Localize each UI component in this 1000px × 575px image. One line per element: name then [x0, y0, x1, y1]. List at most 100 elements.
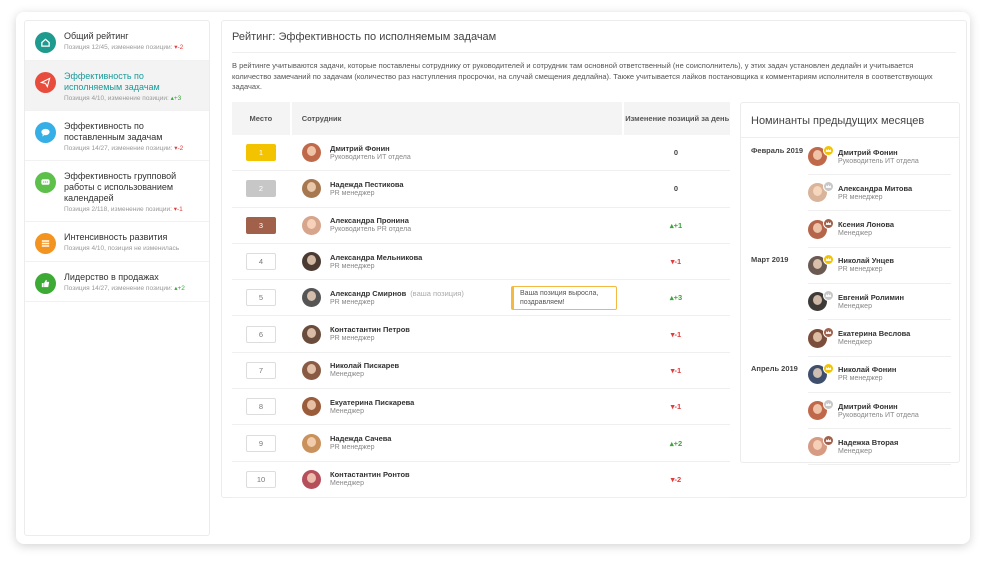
sidebar-item-text: Лидерство в продажах Позиция 14/27, измен… — [64, 272, 201, 293]
nominee-person: Николай Унцев PR менеджер — [808, 248, 951, 284]
sidebar-item[interactable]: Эффективность по поставленным задачам Поз… — [25, 111, 209, 161]
sidebar-item[interactable]: Эффективность групповой работы с использ… — [25, 161, 209, 222]
position-up-tooltip: Ваша позиция выросла, поздравляем! — [511, 286, 617, 311]
place-cell: 3 — [232, 216, 290, 234]
change-cell: ▾-2 — [622, 475, 730, 484]
place-cell: 7 — [232, 361, 290, 379]
nominee-row[interactable]: Март 2019 Николай Унцев PR менеджер — [751, 248, 951, 284]
avatar[interactable] — [808, 217, 834, 239]
avatar[interactable] — [808, 253, 834, 275]
employee-cell: Надежда Сачева PR менеджер — [290, 433, 622, 453]
nominee-name[interactable]: Николай Унцев — [838, 256, 895, 266]
avatar[interactable] — [808, 362, 834, 384]
nominee-name[interactable]: Евгений Ролимин — [838, 292, 905, 302]
avatar[interactable] — [302, 469, 321, 489]
table-row[interactable]: 2 Надежда Пестикова PR менеджер 0 — [232, 171, 730, 208]
nominee-person: Дмитрий Фонин Руководитель ИТ отдела — [808, 139, 951, 175]
employee-name-text[interactable]: Дмитрий Фонин — [330, 143, 390, 153]
table-row[interactable]: 7 Николай Пискарев Менеджер ▾-1 — [232, 353, 730, 390]
avatar[interactable] — [302, 252, 321, 272]
table-row[interactable]: 3 Александра Пронина Руководитель PR отдел… — [232, 208, 730, 244]
ranking-table: Место Сотрудник Изменение позиций за ден… — [232, 102, 730, 498]
sidebar-item-label: Эффективность групповой работы с использ… — [64, 171, 177, 203]
employee-name[interactable]: Контастантин Ронтов — [330, 470, 410, 479]
sidebar-item[interactable]: Общий рейтинг Позиция 12/45, изменение по… — [25, 21, 209, 61]
employee-name[interactable]: Александр Смирнов (ваша позиция) — [330, 289, 464, 298]
avatar[interactable] — [302, 360, 321, 380]
divider — [741, 137, 959, 138]
avatar[interactable] — [302, 288, 321, 308]
employee-name[interactable]: Александра Мельникова — [330, 253, 422, 262]
employee-name[interactable]: Екуатерина Пискарева — [330, 398, 414, 407]
avatar[interactable] — [808, 435, 834, 457]
nominee-name[interactable]: Ксения Лонова — [838, 220, 895, 230]
avatar[interactable] — [808, 326, 834, 348]
place-badge: 5 — [246, 289, 276, 307]
nominee-row[interactable]: Екатерина Веслова Менеджер — [751, 321, 951, 357]
table-row[interactable]: 1 Дмитрий Фонин Руководитель ИТ отдела 0 — [232, 135, 730, 172]
employee-name-text[interactable]: Александр Смирнов — [330, 288, 407, 298]
table-row[interactable]: 10 Контастантин Ронтов Менеджер ▾-2 — [232, 462, 730, 498]
table-row[interactable]: 6 Контастантин Петров PR менеджер ▾-1 — [232, 316, 730, 353]
nominee-row[interactable]: Дмитрий Фонин Руководитель ИТ отдела — [751, 393, 951, 430]
nominee-name[interactable]: Николай Фонин — [838, 365, 897, 375]
nominee-name[interactable]: Александра Митова — [838, 183, 913, 193]
app-window: Общий рейтинг Позиция 12/45, изменение по… — [16, 12, 970, 544]
nominee-row[interactable]: Надежка Вторая Менеджер — [751, 429, 951, 466]
sidebar-item-label: Эффективность по исполняемым задачам — [64, 71, 160, 92]
avatar[interactable] — [302, 215, 321, 235]
table-row[interactable]: 5 Александр Смирнов (ваша позиция) PR менед… — [232, 280, 730, 317]
nominee-role: Менеджер — [838, 302, 872, 310]
employee-info: Екуатерина Пискарева Менеджер — [330, 398, 414, 416]
avatar[interactable] — [808, 290, 834, 312]
employee-name-text[interactable]: Контастантин Ронтов — [330, 470, 410, 480]
sidebar-item-label: Общий рейтинг — [64, 31, 129, 41]
employee-name-text[interactable]: Александра Пронина — [330, 216, 409, 226]
arrow-down-icon: ▾ — [670, 474, 675, 484]
nominee-name[interactable]: Дмитрий Фонин — [838, 147, 898, 157]
nominee-name[interactable]: Дмитрий Фонин — [838, 401, 898, 411]
nominee-row[interactable]: Александра Митова PR менеджер — [751, 175, 951, 212]
sidebar-item-status: Позиция 4/10, изменение позиции: ▴+3 — [64, 95, 201, 103]
employee-name-text[interactable]: Николай Пискарев — [330, 361, 400, 371]
employee-name[interactable]: Николай Пискарев — [330, 361, 399, 370]
employee-name-text[interactable]: Надежда Сачева — [330, 434, 392, 444]
employee-name[interactable]: Надежда Пестикова — [330, 180, 404, 189]
avatar[interactable] — [302, 397, 321, 417]
place-badge: 6 — [246, 325, 276, 343]
arrow-up-icon: ▴ — [669, 220, 674, 230]
nominee-row[interactable]: Ксения Лонова Менеджер — [751, 212, 951, 248]
employee-name[interactable]: Александра Пронина — [330, 216, 411, 225]
avatar[interactable] — [808, 399, 834, 421]
employee-name[interactable]: Дмитрий Фонин — [330, 144, 411, 153]
sidebar-item[interactable]: Эффективность по исполняемым задачам Пози… — [25, 61, 209, 111]
employee-name-text[interactable]: Надежда Пестикова — [330, 179, 404, 189]
employee-name[interactable]: Надежда Сачева — [330, 434, 391, 443]
employee-name[interactable]: Контастантин Петров — [330, 325, 410, 334]
column-header-place[interactable]: Место — [249, 114, 273, 123]
table-row[interactable]: 8 Екуатерина Пискарева Менеджер ▾-1 — [232, 389, 730, 426]
arrow-down-icon: ▾ — [670, 365, 675, 375]
avatar[interactable] — [302, 179, 321, 199]
avatar[interactable] — [808, 181, 834, 203]
sidebar-item[interactable]: Лидерство в продажах Позиция 14/27, измен… — [25, 262, 209, 302]
nominee-info: Дмитрий Фонин Руководитель ИТ отдела — [834, 148, 919, 166]
employee-name-text[interactable]: Контастантин Петров — [330, 325, 410, 335]
avatar[interactable] — [302, 324, 321, 344]
nominee-row[interactable]: Апрель 2019 Николай Фонин PR менеджер — [751, 357, 951, 393]
column-header-change[interactable]: Изменение позиций за день — [622, 102, 730, 135]
employee-name-text[interactable]: Александра Мельникова — [330, 252, 423, 262]
avatar[interactable] — [808, 145, 834, 166]
avatar[interactable] — [302, 433, 321, 453]
avatar[interactable] — [302, 143, 321, 163]
nominee-row[interactable]: Февраль 2019 Дмитрий Фонин Руководитель ИТ… — [751, 139, 951, 175]
nominee-name[interactable]: Екатерина Веслова — [838, 329, 911, 338]
sidebar-item[interactable]: Интенсивность развития Позиция 4/10, пози… — [25, 222, 209, 262]
nominee-row[interactable]: Евгений Ролимин Менеджер — [751, 284, 951, 321]
table-row[interactable]: 9 Надежда Сачева PR менеджер ▴+2 — [232, 425, 730, 462]
column-header-employee[interactable]: Сотрудник — [301, 114, 342, 123]
employee-role: PR менеджер — [330, 335, 375, 343]
employee-name-text[interactable]: Екуатерина Пискарева — [330, 397, 415, 407]
nominee-name[interactable]: Надежка Вторая — [838, 437, 899, 447]
table-row[interactable]: 4 Александра Мельникова PR менеджер ▾-1 — [232, 244, 730, 281]
